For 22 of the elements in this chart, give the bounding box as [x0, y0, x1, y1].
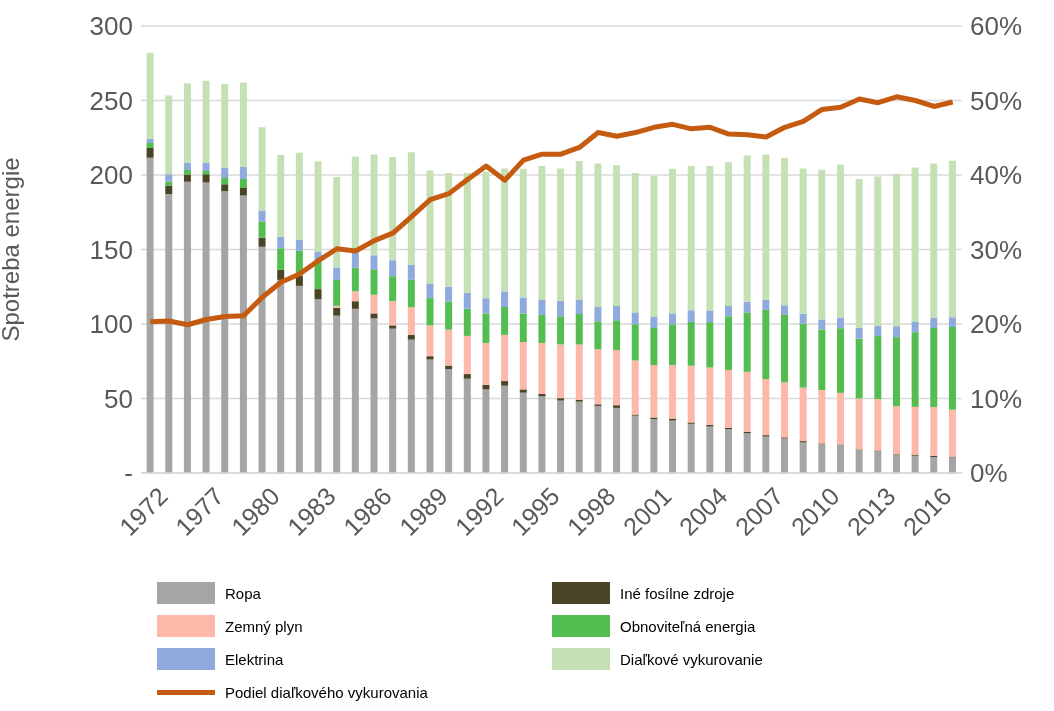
y-tick-label: 50 — [104, 383, 133, 414]
y2-tick-label: 60% — [970, 11, 1023, 42]
y2-tick-label: 0% — [970, 458, 1008, 489]
y-tick-label: 250 — [89, 85, 133, 116]
legend-label: Elektrina — [225, 650, 284, 668]
y-tick-label: 100 — [89, 309, 133, 340]
y-tick-label: 200 — [89, 160, 133, 191]
legend-label: Ropa — [225, 584, 261, 602]
y2-tick-label: 40% — [970, 160, 1023, 191]
y-tick-label: 300 — [89, 11, 133, 42]
y-tick-label: 150 — [89, 234, 133, 265]
legend-label: Obnoviteľná energia — [620, 617, 756, 635]
y-axis-title: Spotreba energie — [0, 157, 24, 342]
y2-tick-label: 10% — [970, 383, 1023, 414]
y2-tick-label: 50% — [970, 85, 1023, 116]
legend-label: Zemný plyn — [225, 617, 303, 635]
y2-tick-label: 30% — [970, 234, 1023, 265]
y-tick-label: - — [124, 458, 133, 489]
legend-label: Podiel diaľkového vykurovania — [225, 683, 428, 701]
y2-tick-label: 20% — [970, 309, 1023, 340]
legend-label: Diaľkové vykurovanie — [620, 650, 763, 668]
legend-label: Iné fosílne zdroje — [620, 584, 735, 602]
